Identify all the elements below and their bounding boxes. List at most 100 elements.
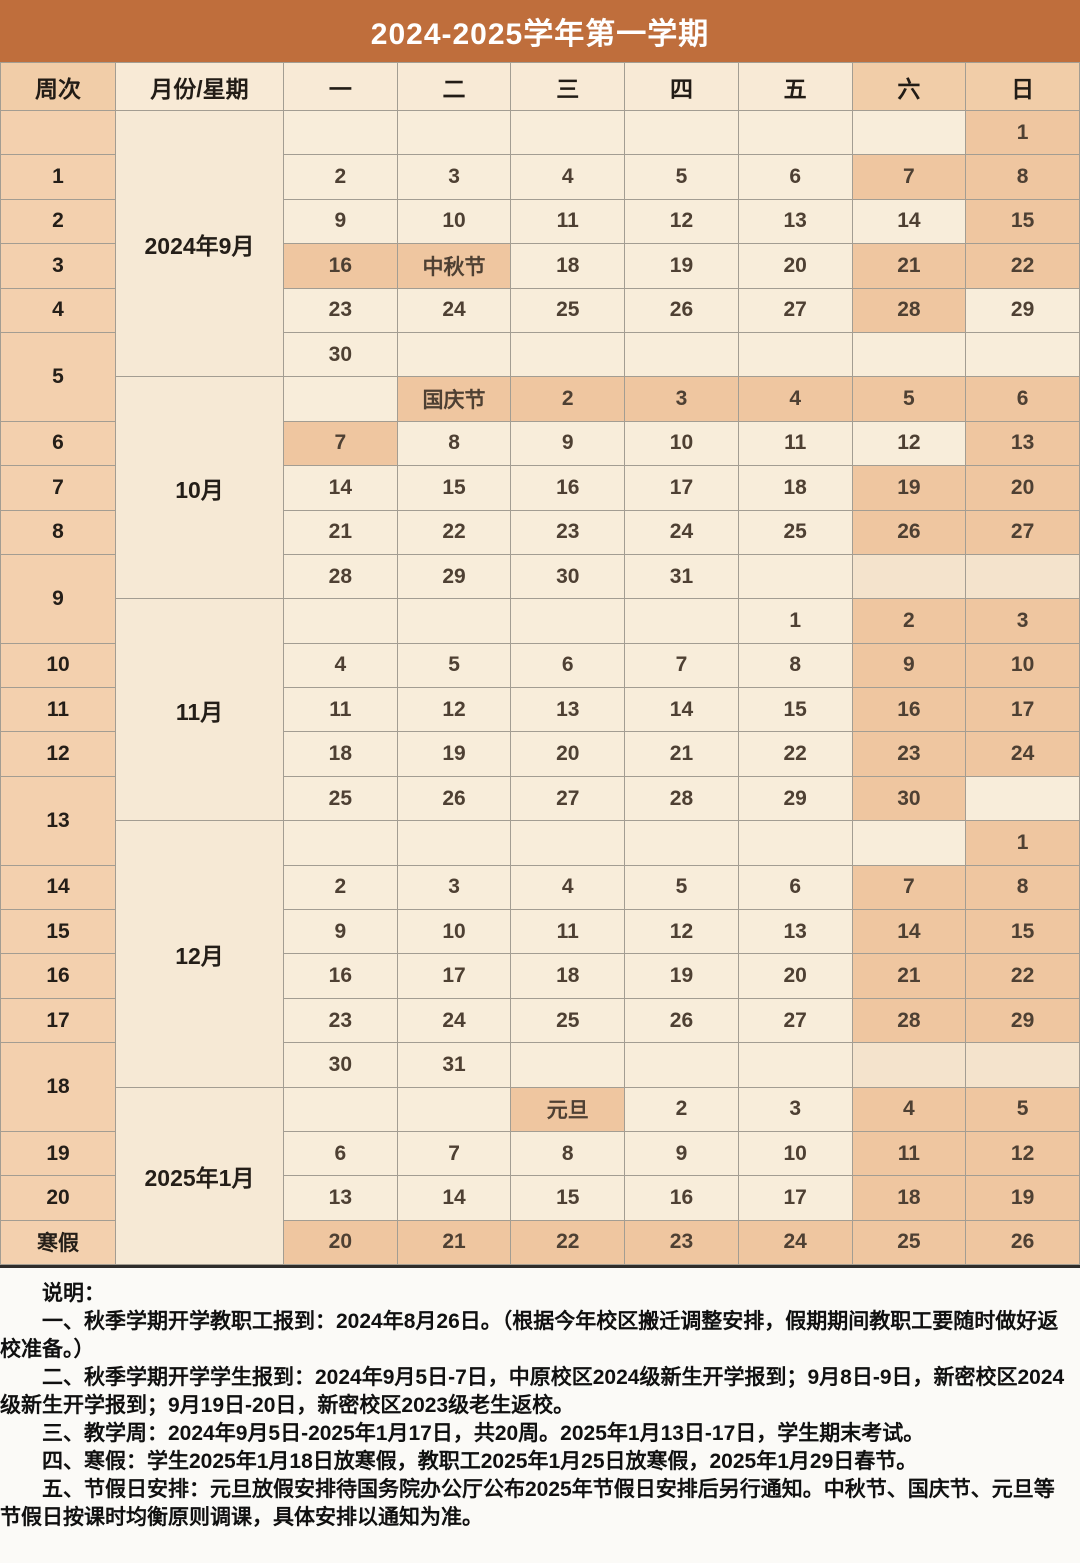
day-cell: 16 bbox=[283, 953, 398, 999]
calendar-row: 9 28 29 30 31 bbox=[0, 553, 1080, 644]
day-cell: 12 bbox=[624, 198, 739, 245]
day-cell: 7 bbox=[396, 1130, 512, 1177]
day-cell: 国庆节 bbox=[396, 376, 512, 422]
day-cell: 6 bbox=[283, 1130, 398, 1177]
day-cell: 2 bbox=[624, 1086, 739, 1132]
day-cell: 13 bbox=[510, 687, 626, 733]
week-cell: 10 bbox=[0, 642, 116, 689]
day-cell: 3 bbox=[396, 864, 512, 911]
note-item-3: 三、教学周：2024年9月5日-2025年1月17日，共20周。2025年1月1… bbox=[42, 1422, 925, 1446]
day-cell: 3 bbox=[737, 1086, 853, 1132]
day-cell: 18 bbox=[737, 465, 853, 511]
day-cell: 26 bbox=[624, 997, 739, 1044]
day-cell: 11 bbox=[737, 420, 853, 467]
day-cell: 12 bbox=[396, 687, 512, 733]
calendar-row: 16 16 17 18 19 20 21 22 bbox=[0, 953, 1080, 999]
day-cell: 6 bbox=[965, 376, 1080, 422]
day-cell: 24 bbox=[965, 731, 1080, 777]
day-cell: 16 bbox=[510, 465, 626, 511]
day-cell: 9 bbox=[283, 198, 398, 245]
day-cell: 19 bbox=[396, 731, 512, 777]
day-cell: 13 bbox=[737, 198, 853, 245]
notes-section: 说明： 一、秋季学期开学教职工报到：2024年8月26日。（根据今年校区搬迁调整… bbox=[0, 1268, 1080, 1532]
week-cell: 2 bbox=[0, 198, 116, 245]
day-cell bbox=[737, 331, 853, 378]
day-cell: 8 bbox=[737, 642, 853, 689]
day-cell: 10 bbox=[737, 1130, 853, 1177]
day-cell bbox=[396, 109, 512, 156]
header-tuesday: 二 bbox=[396, 62, 512, 111]
header-saturday: 六 bbox=[851, 62, 967, 111]
calendar-header-row: 周次 月份/星期 一 二 三 四 五 六 日 bbox=[0, 62, 1080, 111]
day-cell bbox=[851, 1042, 967, 1088]
day-cell bbox=[851, 331, 967, 378]
day-cell: 11 bbox=[283, 687, 398, 733]
day-cell: 20 bbox=[737, 243, 853, 289]
day-cell: 1 bbox=[737, 598, 853, 644]
day-cell: 4 bbox=[851, 1086, 967, 1132]
day-cell: 10 bbox=[624, 420, 739, 467]
calendar-row: 15 9 10 11 12 13 14 15 bbox=[0, 909, 1080, 955]
calendar-row: 14 2 3 4 5 6 7 8 bbox=[0, 864, 1080, 911]
calendar-row: 10月 国庆节 2 3 4 5 6 bbox=[1, 376, 1080, 600]
day-cell: 17 bbox=[737, 1175, 853, 1221]
day-cell: 22 bbox=[396, 509, 512, 555]
day-cell: 31 bbox=[624, 553, 739, 600]
day-cell: 10 bbox=[396, 198, 512, 245]
day-cell: 19 bbox=[624, 243, 739, 289]
day-cell: 5 bbox=[624, 154, 739, 200]
day-cell: 22 bbox=[965, 243, 1080, 289]
semester-title: 2024-2025学年第一学期 bbox=[370, 18, 710, 51]
day-cell bbox=[965, 331, 1080, 378]
day-cell: 28 bbox=[851, 287, 967, 333]
day-cell bbox=[624, 109, 739, 156]
day-cell bbox=[851, 553, 967, 600]
day-cell bbox=[283, 109, 398, 156]
month-cell: 12月 bbox=[115, 820, 284, 1088]
day-cell: 17 bbox=[965, 687, 1080, 733]
day-cell: 26 bbox=[624, 287, 739, 333]
day-cell: 23 bbox=[510, 509, 626, 555]
day-cell: 30 bbox=[851, 775, 967, 822]
day-cell: 22 bbox=[510, 1219, 626, 1266]
day-cell: 中秋节 bbox=[396, 243, 512, 289]
week-cell: 19 bbox=[0, 1130, 116, 1177]
day-cell: 23 bbox=[624, 1219, 739, 1266]
day-cell bbox=[624, 820, 739, 866]
day-cell: 22 bbox=[965, 953, 1080, 999]
day-cell bbox=[510, 1042, 626, 1088]
day-cell: 6 bbox=[737, 154, 853, 200]
day-cell: 12 bbox=[624, 909, 739, 955]
calendar-row: 10 4 5 6 7 8 9 10 bbox=[0, 642, 1080, 689]
day-cell: 3 bbox=[965, 598, 1080, 644]
day-cell bbox=[510, 109, 626, 156]
day-cell: 5 bbox=[396, 642, 512, 689]
day-cell bbox=[283, 598, 398, 644]
note-item-2: 二、秋季学期开学学生报到：2024年9月5日-7日，中原校区2024级新生开学报… bbox=[0, 1366, 1065, 1418]
week-cell: 5 bbox=[0, 331, 116, 422]
day-cell: 15 bbox=[965, 909, 1080, 955]
day-cell: 9 bbox=[851, 642, 967, 689]
day-cell: 24 bbox=[396, 287, 512, 333]
day-cell: 18 bbox=[510, 953, 626, 999]
day-cell: 16 bbox=[283, 243, 398, 289]
day-cell: 14 bbox=[624, 687, 739, 733]
week-cell: 寒假 bbox=[0, 1219, 116, 1266]
day-cell bbox=[510, 598, 626, 644]
week-cell: 20 bbox=[0, 1175, 116, 1221]
day-cell: 16 bbox=[624, 1175, 739, 1221]
day-cell: 12 bbox=[851, 420, 967, 467]
week-cell bbox=[0, 109, 116, 156]
day-cell: 29 bbox=[396, 553, 512, 600]
week-cell: 1 bbox=[0, 154, 116, 200]
day-cell bbox=[624, 1042, 739, 1088]
day-cell: 21 bbox=[851, 243, 967, 289]
day-cell: 15 bbox=[737, 687, 853, 733]
calendar-row: 20 13 14 15 16 17 18 19 bbox=[0, 1175, 1080, 1221]
calendar-row: 寒假 20 21 22 23 24 25 26 bbox=[0, 1219, 1080, 1266]
week-cell: 16 bbox=[0, 953, 116, 999]
week-cell: 14 bbox=[0, 864, 116, 911]
day-cell: 27 bbox=[737, 997, 853, 1044]
calendar-row: 19 6 7 8 9 10 11 12 bbox=[0, 1130, 1080, 1177]
